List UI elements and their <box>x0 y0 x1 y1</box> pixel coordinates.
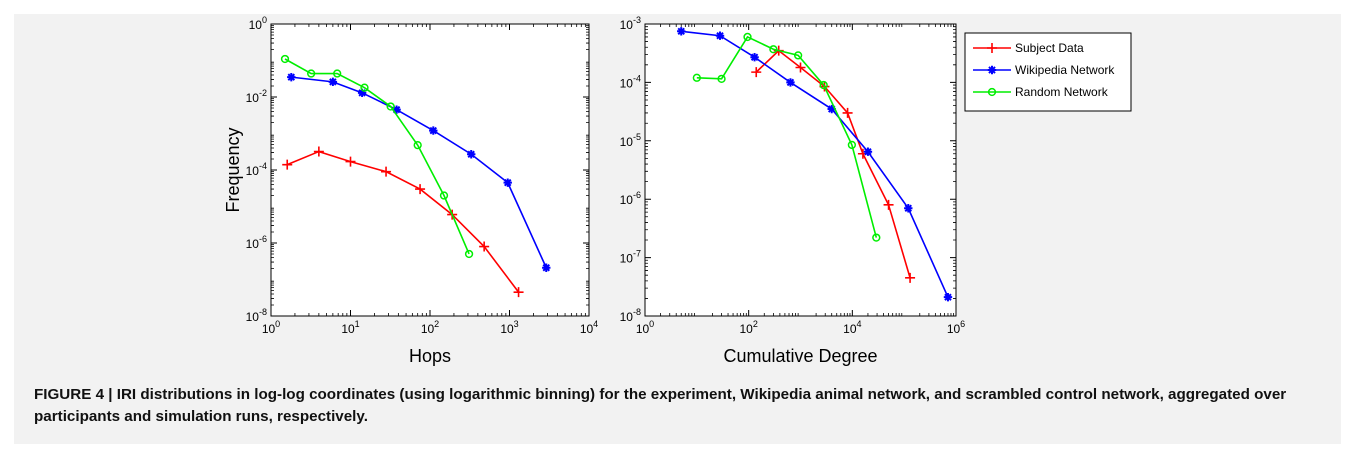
data-point <box>751 67 762 78</box>
data-point <box>715 31 725 40</box>
data-point <box>287 72 296 82</box>
y-tick-label: 10-2 <box>246 88 267 105</box>
data-point <box>677 27 686 36</box>
y-tick-label: 100 <box>249 15 267 32</box>
caption-text: IRI distributions in log-log coordinates… <box>34 386 1287 425</box>
data-point <box>429 126 438 135</box>
data-point <box>467 150 476 159</box>
data-point <box>360 83 369 92</box>
data-point <box>328 77 338 87</box>
legend-marker <box>987 87 997 97</box>
data-point <box>769 45 778 54</box>
data-point <box>513 287 524 298</box>
data-point <box>847 140 857 150</box>
data-point <box>357 88 367 98</box>
y-tick-label: 10-8 <box>620 307 641 324</box>
caption-label: FIGURE 4 | <box>34 386 117 403</box>
data-point <box>345 156 356 167</box>
x-tick-label: 100 <box>636 319 654 336</box>
series-line <box>755 49 911 279</box>
y-tick-label: 10-8 <box>246 307 267 324</box>
data-point <box>542 263 551 272</box>
data-point <box>786 78 795 87</box>
data-point <box>439 191 449 200</box>
chart-2: 100 102 104 106 10-8 10-7 10-6 10-5 10-4 10-3 Cumu… <box>620 15 966 366</box>
data-point <box>464 249 474 259</box>
y-tick-label: 10-3 <box>620 15 641 32</box>
x-tick-label: 104 <box>843 319 861 336</box>
legend-marker <box>987 43 997 53</box>
data-point <box>415 184 426 195</box>
x-tick-label: 106 <box>947 319 965 336</box>
data-point <box>313 146 324 157</box>
x-tick-label: 102 <box>421 319 439 336</box>
data-point <box>503 178 512 187</box>
y-tick-label: 10-6 <box>620 190 641 207</box>
data-point <box>280 54 290 64</box>
data-point <box>795 62 806 73</box>
legend-label: Subject Data <box>1015 41 1084 55</box>
data-point <box>905 272 916 283</box>
data-point <box>282 159 293 170</box>
data-point <box>827 104 836 114</box>
data-point <box>743 32 752 42</box>
y-tick-label: 10-4 <box>620 73 641 90</box>
series-random-network <box>692 32 881 242</box>
data-point <box>872 233 881 242</box>
series-line <box>286 150 520 293</box>
data-point <box>413 140 422 150</box>
data-point <box>883 199 894 210</box>
legend-label: Wikipedia Network <box>1015 63 1115 77</box>
plot-area <box>644 23 957 317</box>
data-point <box>392 105 401 114</box>
data-point <box>479 241 490 252</box>
series-random-network <box>280 54 474 259</box>
x-tick-label: 100 <box>262 319 280 336</box>
y-tick-label: 10-5 <box>620 132 641 149</box>
data-point <box>819 80 828 90</box>
x-tick-label: 103 <box>500 319 518 336</box>
series-line <box>284 58 470 255</box>
legend-entry: Random Network <box>973 85 1109 99</box>
data-point <box>692 73 701 82</box>
figure-svg: 100 101 102 103 104 10-8 10-6 10-4 10-2 100 Hops Fr… <box>223 15 1132 366</box>
figure-caption: FIGURE 4 | IRI distributions in log-log … <box>34 384 1324 428</box>
x-tick-label: 104 <box>580 319 598 336</box>
series-wikipedia-network <box>677 27 953 302</box>
x-axis-label: Cumulative Degree <box>723 346 877 366</box>
data-point <box>842 107 853 118</box>
y-tick-label: 10-4 <box>246 161 267 178</box>
data-point <box>793 51 803 60</box>
legend-label: Random Network <box>1015 85 1109 99</box>
legend-marker <box>987 65 997 75</box>
chart-1: 100 101 102 103 104 10-8 10-6 10-4 10-2 100 Hops Fr… <box>223 15 598 366</box>
legend: Subject Data Wikipedia Network Random Netw… <box>964 32 1132 112</box>
data-point <box>386 102 395 111</box>
minor-ticks <box>645 24 956 316</box>
x-tick-label: 102 <box>739 319 757 336</box>
y-tick-label: 10-6 <box>246 234 267 251</box>
series-line <box>681 30 949 298</box>
data-point <box>943 292 953 302</box>
legend-entry: Subject Data <box>973 41 1084 55</box>
data-point <box>750 53 759 62</box>
series-line <box>696 35 878 238</box>
series-wikipedia-network <box>287 72 551 272</box>
data-point <box>381 166 392 177</box>
y-tick-label: 10-7 <box>620 249 641 266</box>
data-point <box>307 69 316 78</box>
minor-ticks <box>271 24 589 316</box>
data-point <box>717 74 726 84</box>
y-axis-label: Frequency <box>223 127 243 212</box>
legend-entry: Wikipedia Network <box>973 63 1115 77</box>
x-axis-label: Hops <box>409 346 451 366</box>
x-tick-label: 101 <box>341 319 359 336</box>
series-line <box>291 76 547 269</box>
data-point <box>904 204 913 213</box>
data-point <box>863 147 873 156</box>
data-point <box>333 69 342 78</box>
